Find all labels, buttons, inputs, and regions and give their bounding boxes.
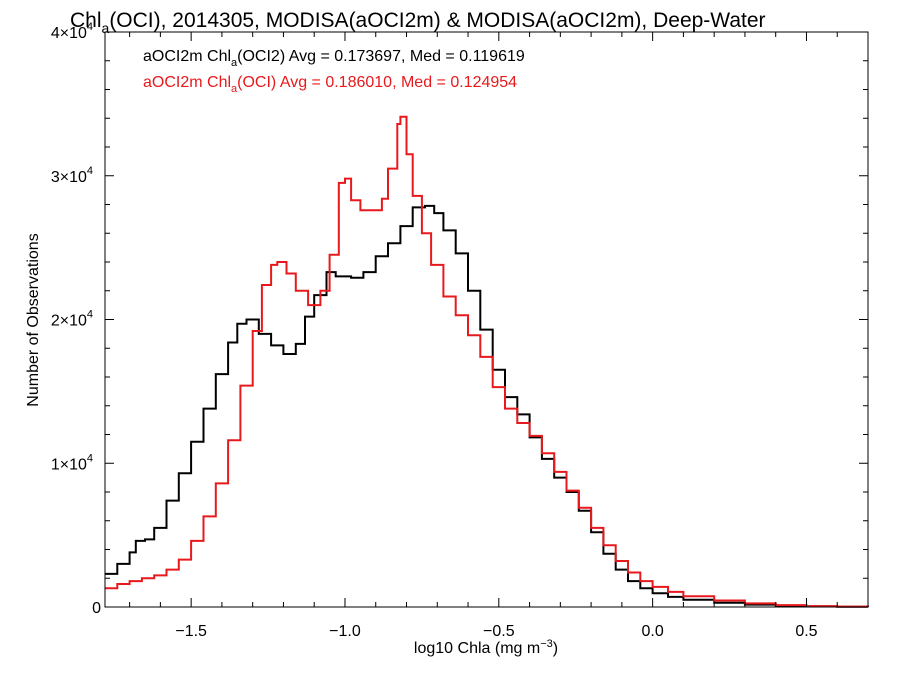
y-tick-label: 1×104 <box>51 452 93 473</box>
x-tick-label: −1.5 <box>175 623 207 640</box>
legend-entry-1: aOCI2m Chla(OCI2) Avg = 0.173697, Med = … <box>143 48 525 69</box>
plot-frame <box>104 31 869 608</box>
y-axis-label: Number of Observations <box>25 233 42 406</box>
x-axis-ticks: −1.5 −1.0 −0.5 0.0 0.5 <box>129 32 869 640</box>
legend: aOCI2m Chla(OCI2) Avg = 0.173697, Med = … <box>143 48 525 95</box>
x-tick-label: −1.0 <box>329 623 361 640</box>
y-tick-label: 3×104 <box>51 165 93 186</box>
legend-entry-2: aOCI2m Chla(OCI) Avg = 0.186010, Med = 0… <box>143 74 517 95</box>
series-layer <box>105 115 869 608</box>
x-axis-label: log10 Chla (mg m−3) <box>414 638 558 657</box>
x-tick-label: −0.5 <box>483 623 515 640</box>
series-line-1 <box>105 204 869 608</box>
x-tick-label: 0.5 <box>795 623 817 640</box>
y-tick-label: 4×104 <box>51 21 93 42</box>
y-tick-label: 0 <box>92 600 101 617</box>
chart-title: Chla(OCI), 2014305, MODISA(aOCI2m) & MOD… <box>70 9 766 36</box>
y-tick-label: 2×104 <box>51 309 93 330</box>
x-tick-label: 0.0 <box>642 623 664 640</box>
series-line-2 <box>105 115 869 608</box>
y-axis-ticks: 0 1×104 2×104 3×104 4×104 <box>51 21 868 617</box>
